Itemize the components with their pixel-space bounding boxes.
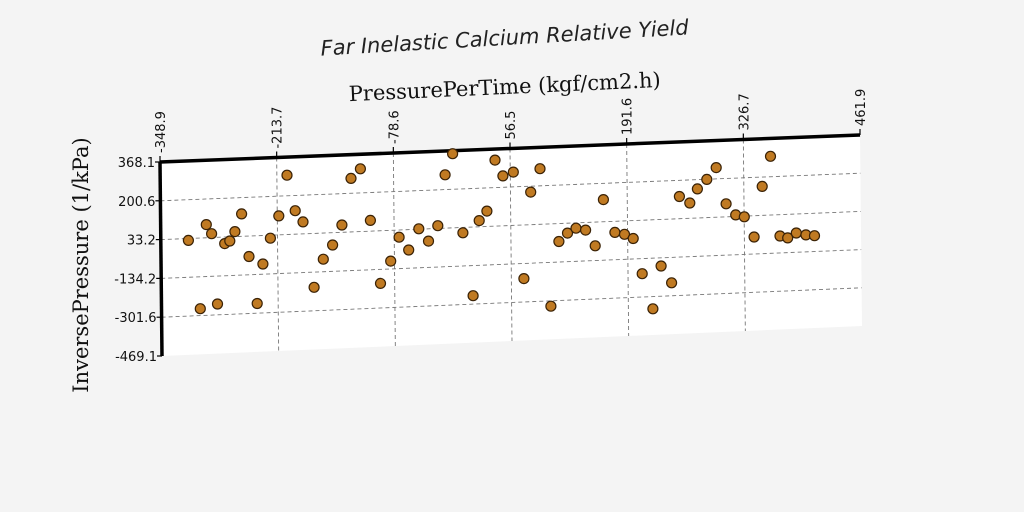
data-point	[508, 167, 518, 177]
data-point	[265, 233, 275, 243]
x-tick-label: 326.7	[737, 93, 752, 130]
x-axis-label: PressurePerTime (kgf/cm2.h)	[348, 68, 661, 106]
data-point	[282, 170, 292, 180]
data-point	[468, 291, 478, 301]
x-tick-label: -348.9	[154, 111, 169, 153]
data-point	[201, 220, 211, 230]
data-point	[309, 282, 319, 292]
data-point	[225, 236, 235, 246]
data-point	[721, 199, 731, 209]
data-point	[448, 149, 458, 159]
data-point	[244, 252, 254, 262]
data-point	[791, 228, 801, 238]
y-tick-label: 368.1	[118, 156, 155, 171]
data-point	[711, 163, 721, 173]
data-point	[610, 227, 620, 237]
y-axis-label: InversePressure (1/kPa)	[69, 137, 93, 392]
data-point	[195, 304, 205, 314]
data-point	[637, 269, 647, 279]
data-point	[526, 187, 536, 197]
data-point	[337, 220, 347, 230]
data-point	[355, 164, 365, 174]
x-tick-label: -213.7	[271, 107, 286, 149]
data-point	[213, 299, 223, 309]
y-tick-label: 200.6	[118, 195, 155, 210]
data-point	[648, 304, 658, 314]
x-tick-label: 56.5	[504, 111, 519, 140]
x-tick-label: 461.9	[854, 89, 869, 126]
data-point	[424, 236, 434, 246]
data-point	[749, 232, 759, 242]
data-point	[598, 195, 608, 205]
plot-area	[160, 135, 862, 356]
data-point	[414, 224, 424, 234]
data-point	[667, 278, 677, 288]
data-point	[237, 209, 247, 219]
data-point	[590, 241, 600, 251]
data-point	[458, 228, 468, 238]
data-point	[674, 192, 684, 202]
data-point	[766, 151, 776, 161]
data-point	[252, 299, 262, 309]
x-tick-label: 191.6	[621, 98, 636, 135]
y-tick-label: -469.1	[115, 350, 157, 365]
x-tick-label: -78.6	[387, 110, 402, 144]
data-point	[702, 174, 712, 184]
y-tick-label: 33.2	[127, 234, 156, 249]
data-point	[554, 237, 564, 247]
data-point	[433, 221, 443, 231]
data-point	[404, 245, 414, 255]
data-point	[692, 184, 702, 194]
data-point	[519, 274, 529, 284]
data-point	[535, 164, 545, 174]
data-point	[546, 301, 556, 311]
data-point	[328, 240, 338, 250]
data-point	[739, 212, 749, 222]
data-point	[656, 261, 666, 271]
data-point	[571, 223, 581, 233]
data-point	[230, 227, 240, 237]
data-point	[685, 198, 695, 208]
data-point	[757, 181, 767, 191]
data-point	[394, 232, 404, 242]
data-point	[581, 225, 591, 235]
chart-title: Far Inelastic Calcium Relative Yield	[320, 15, 690, 60]
data-point	[318, 254, 328, 264]
data-point	[628, 234, 638, 244]
data-point	[258, 259, 268, 269]
data-point	[490, 155, 500, 165]
y-tick-label: -301.6	[115, 311, 157, 326]
data-point	[183, 235, 193, 245]
data-point	[376, 278, 386, 288]
data-point	[482, 206, 492, 216]
y-tick-label: -134.2	[114, 272, 156, 287]
data-point	[365, 215, 375, 225]
data-point	[290, 206, 300, 216]
data-point	[440, 170, 450, 180]
data-point	[207, 229, 217, 239]
y-axis-line	[160, 162, 162, 356]
data-point	[474, 216, 484, 226]
data-point	[810, 231, 820, 241]
data-point	[274, 211, 284, 221]
data-point	[346, 173, 356, 183]
data-point	[498, 171, 508, 181]
data-point	[386, 256, 396, 266]
data-point	[298, 217, 308, 227]
